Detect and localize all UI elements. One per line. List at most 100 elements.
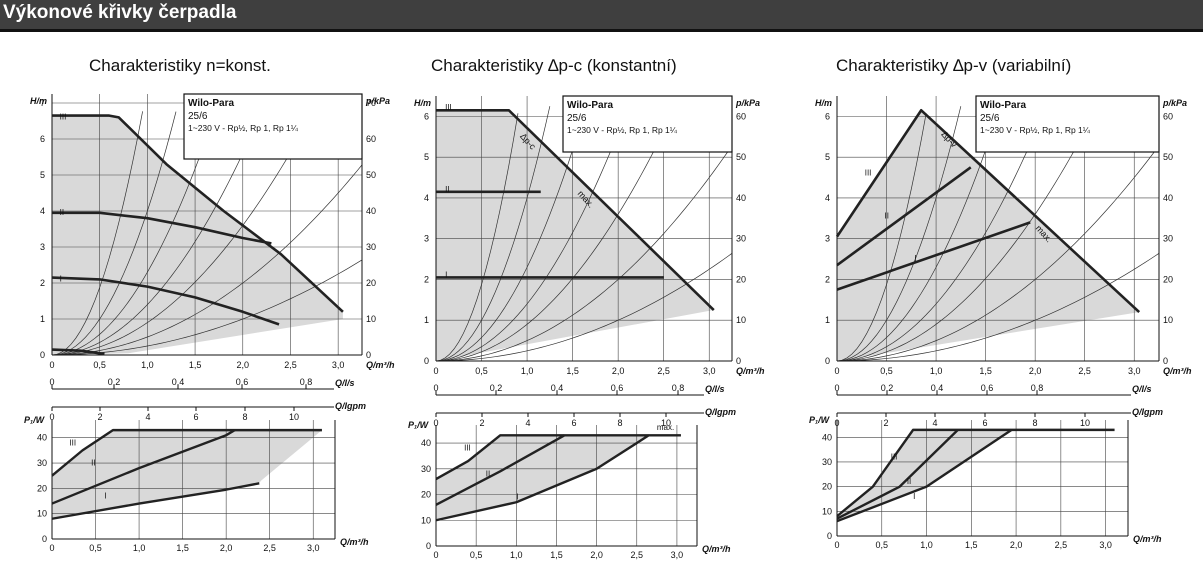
x-axis-label: Q/m³/h bbox=[1163, 366, 1192, 376]
power-x-tick-label: 0,5 bbox=[470, 550, 483, 560]
y-right-tick-label: 40 bbox=[366, 206, 376, 216]
power-y-tick-label: 0 bbox=[827, 531, 832, 541]
power-y-axis-label: P₁/W bbox=[408, 420, 430, 430]
y-right-tick-label: 70 bbox=[366, 98, 376, 108]
power-annotation: max. bbox=[657, 423, 674, 432]
system-curve bbox=[435, 113, 519, 362]
power-y-tick-label: 10 bbox=[37, 509, 47, 519]
secondary-axis-igpm-tick-label: 0 bbox=[433, 418, 438, 428]
series-line-III bbox=[436, 108, 715, 311]
secondary-axis-igpm-tick-label: 4 bbox=[145, 412, 150, 422]
secondary-axis-igpm-tick-label: 10 bbox=[1080, 418, 1090, 428]
y-right-tick-label: 10 bbox=[366, 314, 376, 324]
power-x-tick-label: 2,0 bbox=[220, 543, 233, 553]
power-line-II bbox=[51, 429, 236, 505]
power-x-tick-label: 1,5 bbox=[176, 543, 189, 553]
series-label-II: II bbox=[60, 208, 64, 217]
power-x-tick-label: 0 bbox=[834, 540, 839, 550]
series-line-III bbox=[52, 114, 344, 313]
y-tick-label: 4 bbox=[40, 206, 45, 216]
secondary-axis-ls-tick-label: 0,8 bbox=[300, 377, 313, 387]
power-x-tick-label: 2,0 bbox=[590, 550, 603, 560]
secondary-axis-ls-label: Q/l/s bbox=[1132, 384, 1152, 394]
power-series-label-I: I bbox=[913, 492, 915, 501]
y-tick-label: 3 bbox=[825, 234, 830, 244]
x-axis-label: Q/m³/h bbox=[736, 366, 765, 376]
x-tick-label: 0,5 bbox=[475, 366, 488, 376]
secondary-axis-igpm-tick-label: 6 bbox=[982, 418, 987, 428]
model-brand: Wilo-Para bbox=[980, 100, 1026, 111]
secondary-axis-ls-label: Q/l/s bbox=[335, 378, 355, 388]
system-curve bbox=[435, 105, 587, 362]
series-label-II: II bbox=[445, 185, 449, 194]
x-tick-label: 2,0 bbox=[1029, 366, 1042, 376]
operating-region-constant-speed bbox=[52, 115, 343, 355]
series-line-I bbox=[51, 276, 280, 326]
x-tick-label: 0,5 bbox=[880, 366, 893, 376]
secondary-axis-igpm-label: Q/Igpm bbox=[1132, 407, 1163, 417]
y-right-tick-label: 50 bbox=[366, 170, 376, 180]
power-y-tick-label: 20 bbox=[421, 490, 431, 500]
model-spec: 1~230 V - Rp½, Rp 1, Rp 1¼ bbox=[980, 125, 1091, 135]
power-y-tick-label: 0 bbox=[42, 534, 47, 544]
series-line-II bbox=[836, 166, 972, 267]
system-curve bbox=[836, 105, 1001, 362]
secondary-axis-igpm-label: Q/Igpm bbox=[705, 407, 736, 417]
secondary-axis-igpm-tick-label: 2 bbox=[883, 418, 888, 428]
secondary-axis-ls-tick-label: 0,6 bbox=[981, 383, 994, 393]
y-right-tick-label: 20 bbox=[366, 278, 376, 288]
power-line-III bbox=[836, 428, 1115, 518]
series-label-I: I bbox=[60, 274, 62, 283]
y-right-tick-label: 60 bbox=[1163, 111, 1173, 121]
y-tick-label: 0 bbox=[40, 350, 45, 360]
y-right-tick-label: 20 bbox=[1163, 274, 1173, 284]
secondary-axis-igpm-tick-label: 4 bbox=[525, 418, 530, 428]
operating-region-dp-v bbox=[837, 110, 1140, 362]
power-series-label-III: III bbox=[891, 452, 898, 461]
x-tick-label: 0 bbox=[49, 360, 54, 370]
power-x-tick-label: 2,5 bbox=[631, 550, 644, 560]
series-label-I: I bbox=[445, 270, 447, 279]
y-tick-label: 7 bbox=[40, 98, 45, 108]
secondary-axis-igpm-tick-label: 6 bbox=[571, 418, 576, 428]
power-x-tick-label: 0,5 bbox=[876, 540, 889, 550]
y-right-tick-label: 30 bbox=[366, 242, 376, 252]
secondary-axis-igpm-tick-label: 8 bbox=[1032, 418, 1037, 428]
y-axis-right-label: p/kPa bbox=[1162, 98, 1187, 108]
secondary-axis-igpm-tick-label: 10 bbox=[661, 418, 671, 428]
power-x-tick-label: 0,5 bbox=[89, 543, 102, 553]
power-y-tick-label: 0 bbox=[426, 541, 431, 551]
power-y-tick-label: 20 bbox=[822, 482, 832, 492]
series-line-II bbox=[52, 211, 272, 245]
power-line-III bbox=[435, 434, 681, 481]
y-tick-label: 0 bbox=[424, 356, 429, 366]
x-tick-label: 2,5 bbox=[657, 366, 670, 376]
system-curve bbox=[435, 253, 733, 362]
model-label-box bbox=[562, 95, 733, 153]
y-axis-label: H/m bbox=[30, 96, 47, 106]
secondary-axis-igpm-tick-label: 6 bbox=[193, 412, 198, 422]
power-x-tick-label: 3,0 bbox=[307, 543, 320, 553]
power-x-tick-label: 1,5 bbox=[550, 550, 563, 560]
x-tick-label: 2,5 bbox=[284, 360, 297, 370]
power-x-tick-label: 1,5 bbox=[965, 540, 978, 550]
system-curve bbox=[836, 103, 1100, 362]
x-tick-label: 3,0 bbox=[703, 366, 716, 376]
x-tick-label: 1,0 bbox=[141, 360, 154, 370]
secondary-axis-ls-tick-label: 0 bbox=[433, 383, 438, 393]
secondary-axis-ls-tick-label: 0,6 bbox=[611, 383, 624, 393]
power-y-tick-label: 30 bbox=[822, 457, 832, 467]
secondary-axis-ls-tick-label: 0,4 bbox=[931, 383, 944, 393]
power-series-label-II: II bbox=[486, 469, 490, 478]
secondary-axis-igpm-tick-label: 2 bbox=[479, 418, 484, 428]
y-tick-label: 5 bbox=[825, 152, 830, 162]
series-line-I bbox=[836, 221, 1031, 291]
secondary-axis-igpm-tick-label: 2 bbox=[97, 412, 102, 422]
power-y-tick-label: 10 bbox=[822, 506, 832, 516]
y-right-tick-label: 20 bbox=[736, 274, 746, 284]
secondary-axis-ls-tick-label: 0,6 bbox=[236, 377, 249, 387]
operating-region-dp-c bbox=[436, 110, 714, 362]
y-tick-label: 5 bbox=[424, 152, 429, 162]
power-y-tick-label: 40 bbox=[822, 432, 832, 442]
